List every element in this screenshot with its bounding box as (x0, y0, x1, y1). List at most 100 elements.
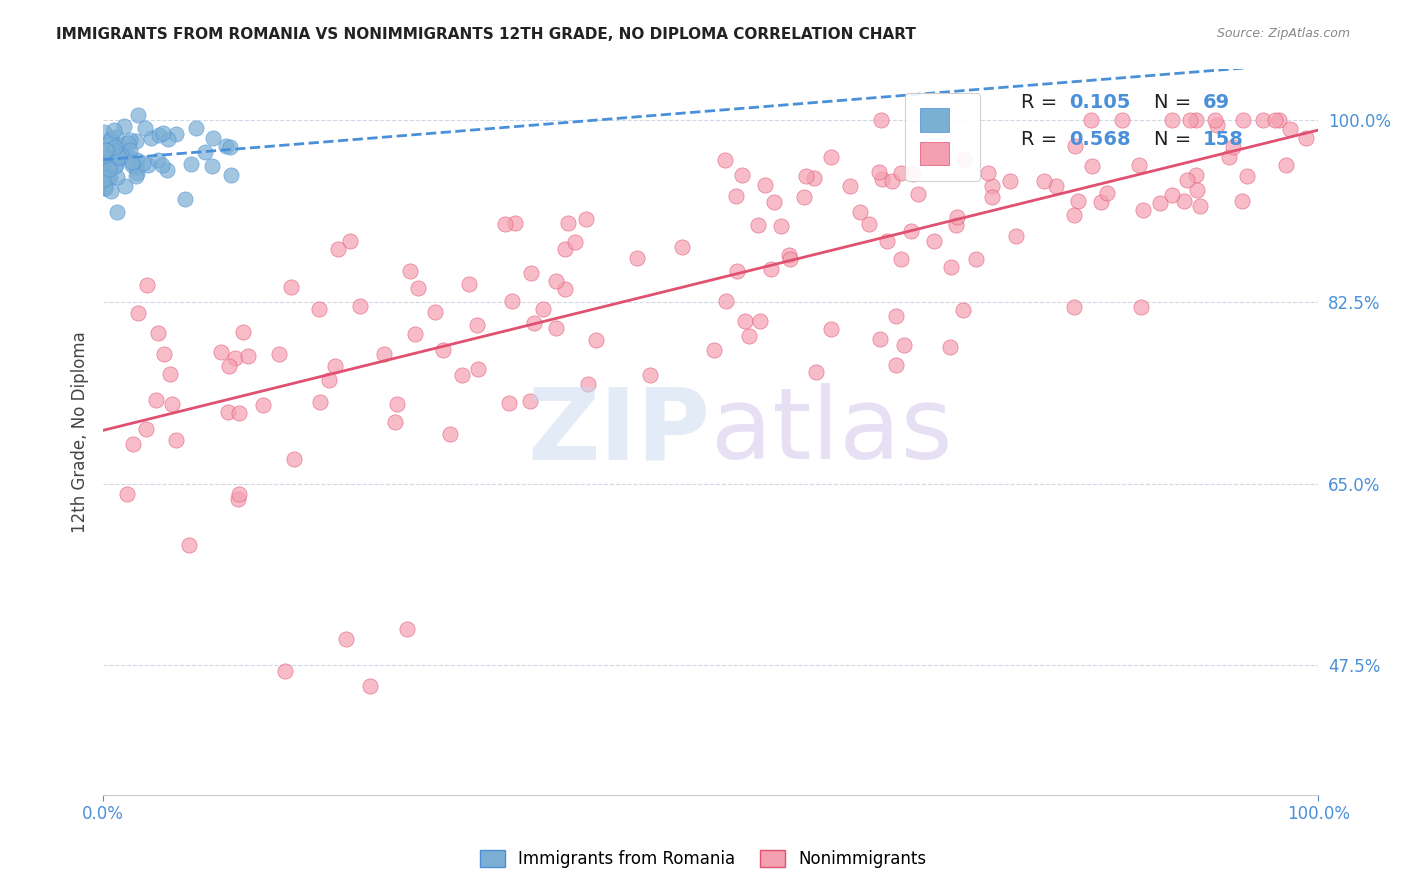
Point (283, 451, 305, 466)
Point (820, 322, 842, 336)
Point (738, 329, 761, 343)
Point (146, 153, 169, 168)
Point (125, 169, 148, 184)
Point (104, 158, 127, 172)
Point (217, 405, 239, 419)
Point (498, 396, 520, 410)
Point (1275, 158, 1298, 172)
Point (1232, 194, 1254, 208)
Point (432, 343, 454, 358)
Point (457, 277, 479, 291)
Point (884, 358, 907, 372)
Point (160, 397, 183, 411)
Point (1063, 300, 1085, 314)
Point (98, 134, 121, 148)
Point (1111, 113, 1133, 128)
Point (1063, 208, 1085, 222)
Point (731, 168, 754, 182)
Point (104, 140, 127, 154)
Legend: Immigrants from Romania, Nonimmigrants: Immigrants from Romania, Nonimmigrants (472, 843, 934, 875)
Point (135, 421, 157, 435)
Point (1206, 119, 1229, 133)
Point (200, 159, 222, 173)
Point (626, 251, 648, 265)
Point (1175, 173, 1198, 187)
Point (117, 487, 139, 501)
Point (778, 248, 800, 262)
Point (939, 340, 962, 354)
Point (94, 181, 117, 195)
Point (1295, 131, 1317, 145)
Point (157, 132, 180, 146)
Text: IMMIGRANTS FROM ROMANIA VS NONIMMIGRANTS 12TH GRADE, NO DIPLOMA CORRELATION CHAR: IMMIGRANTS FROM ROMANIA VS NONIMMIGRANTS… (56, 27, 917, 42)
Point (747, 219, 769, 233)
Point (820, 150, 842, 164)
Point (880, 174, 903, 188)
Point (554, 282, 576, 296)
Point (761, 262, 783, 277)
Point (858, 217, 880, 231)
Point (108, 151, 131, 165)
Point (308, 301, 330, 316)
Text: 158: 158 (1204, 130, 1244, 149)
Point (531, 301, 554, 316)
Point (754, 178, 776, 192)
Point (267, 346, 290, 360)
Point (1095, 186, 1118, 200)
Point (467, 362, 489, 376)
Point (769, 219, 792, 234)
Point (100, 185, 122, 199)
Point (1204, 113, 1226, 128)
Point (152, 347, 174, 361)
Point (328, 242, 350, 256)
Point (184, 120, 207, 135)
Point (946, 210, 969, 224)
Point (136, 277, 159, 292)
Point (903, 168, 925, 182)
Point (127, 306, 149, 320)
Point (762, 194, 785, 209)
Point (714, 293, 737, 308)
Point (1132, 202, 1154, 217)
Point (105, 145, 128, 159)
Point (97, 156, 120, 170)
Point (1178, 113, 1201, 128)
Point (965, 252, 987, 266)
Point (120, 133, 142, 147)
Point (159, 367, 181, 381)
Point (1005, 228, 1028, 243)
Point (1218, 151, 1240, 165)
Point (107, 170, 129, 185)
Point (122, 436, 145, 450)
Point (101, 144, 124, 158)
Point (318, 373, 340, 387)
Point (1161, 188, 1184, 202)
Point (209, 344, 232, 359)
Text: R =: R = (1021, 94, 1063, 112)
Point (725, 188, 748, 202)
Point (93, 155, 115, 169)
Point (228, 407, 250, 421)
Point (734, 314, 756, 328)
Text: 0.105: 0.105 (1069, 94, 1130, 112)
Point (280, 280, 302, 294)
Point (94, 143, 117, 157)
Point (945, 218, 967, 232)
Point (219, 140, 242, 154)
Point (218, 359, 240, 373)
Point (150, 159, 173, 173)
Point (1185, 113, 1208, 128)
Point (136, 158, 159, 172)
Point (779, 252, 801, 266)
Text: 0.568: 0.568 (1069, 130, 1130, 149)
Point (868, 165, 890, 179)
Point (1067, 194, 1090, 209)
Point (884, 309, 907, 323)
Point (93, 125, 115, 139)
Point (803, 171, 825, 186)
Text: N =: N = (1154, 130, 1198, 149)
Point (118, 149, 141, 163)
Point (110, 147, 132, 161)
Point (125, 153, 148, 168)
Point (557, 216, 579, 230)
